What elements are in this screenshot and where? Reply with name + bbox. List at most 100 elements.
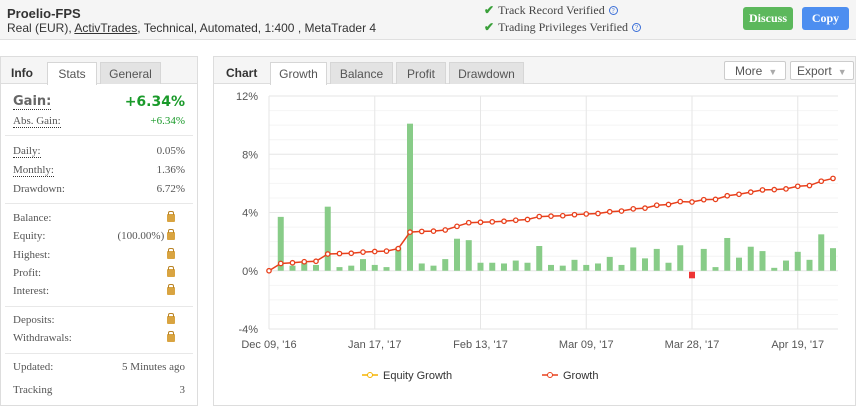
copy-button[interactable]: Copy [802,7,849,30]
info-label: Info [11,66,33,80]
y-tick-label: 0% [242,266,258,278]
daily-bar [489,262,496,271]
y-tick-label: -4% [238,324,258,336]
growth-point [477,219,484,226]
tracking-value: 3 [179,384,186,396]
check-icon: ✔ [484,20,495,34]
tab-general[interactable]: General [100,62,161,84]
lock-icon[interactable] [167,248,175,259]
withdrawals-row: Withdrawals: [13,331,185,348]
tab-growth[interactable]: Growth [270,62,327,85]
lock-icon[interactable] [167,331,175,342]
tracking-row: Tracking 3 [13,384,185,400]
daily-bar [277,216,284,271]
daily-bar [512,260,519,271]
tab-balance[interactable]: Balance [330,62,393,84]
broker-link[interactable]: ActivTrades [74,21,138,35]
gain-value: +6.34% [124,94,185,110]
daily-bar [642,258,648,271]
growth-point [771,186,778,193]
abs-gain-row: Abs. Gain: +6.34% [13,115,185,131]
lock-icon[interactable] [167,211,175,222]
daily-bar [818,234,825,271]
daily-bar [465,240,472,271]
drawdown-value: 6.72% [156,183,185,195]
legend-equity-label: Equity Growth [383,370,452,382]
tab-stats[interactable]: Stats [47,62,97,85]
growth-point [266,267,272,274]
x-tick-label: Apr 19, '17 [771,339,824,351]
check-icon: ✔ [484,3,495,17]
help-icon[interactable]: ? [632,23,642,32]
legend-growth-marker [547,372,553,378]
growth-point [606,208,613,215]
tracking-label: Tracking [13,384,53,396]
lock-icon[interactable] [167,284,175,295]
growth-point [501,218,507,225]
divider [5,353,193,354]
equity-label: Equity: [13,230,46,242]
daily-bar [724,237,731,271]
daily-row: Daily: 0.05% [13,145,185,161]
growth-point [313,258,319,265]
lock-icon[interactable] [167,229,175,240]
y-tick-label: 12% [236,91,258,103]
account-type: Real (EUR), [7,21,75,35]
monthly-label[interactable]: Monthly: [13,164,54,177]
drawdown-label: Drawdown: [13,183,65,195]
growth-point [583,211,590,217]
daily-bar [289,265,296,271]
daily-bar [418,263,425,271]
export-label: Export [797,64,832,78]
more-label: More [735,64,763,78]
growth-point [442,227,449,233]
growth-point [700,196,707,203]
legend-equity-marker [367,372,373,378]
discuss-button[interactable]: Discuss [743,7,793,30]
daily-bar [700,248,707,271]
help-icon[interactable]: ? [608,6,618,15]
daily-bar [830,248,836,271]
growth-point [395,245,402,252]
gain-row: Gain: +6.34% [13,94,185,112]
info-panel: Info Stats General Gain: +6.34% Abs. Gain… [0,56,198,406]
growth-point [301,258,308,265]
updated-label: Updated: [13,361,54,373]
x-tick-label: Jan 17, '17 [348,339,401,351]
daily-label[interactable]: Daily: [13,145,41,158]
daily-bar [336,267,343,271]
export-dropdown[interactable]: Export ▼ [790,61,854,80]
growth-point [759,187,766,193]
daily-value: 0.05% [156,145,185,157]
abs-gain-label[interactable]: Abs. Gain: [13,115,61,128]
growth-point [689,199,695,205]
divider [5,135,193,136]
tab-profit[interactable]: Profit [396,62,446,84]
withdrawals-value [167,331,175,344]
lock-icon[interactable] [167,266,175,277]
daily-bar [395,247,402,271]
daily-bar [783,260,789,271]
divider [5,306,193,307]
system-subtitle: Real (EUR), ActivTrades, Technical, Auto… [7,21,376,35]
growth-point [794,183,801,190]
updated-value: 5 Minutes ago [122,361,185,373]
growth-point [747,189,754,195]
tab-drawdown[interactable]: Drawdown [449,62,524,84]
y-tick-label: 8% [242,149,258,161]
daily-bar [383,267,390,271]
growth-point [289,259,296,266]
daily-bar [606,256,613,271]
growth-point [465,219,472,226]
growth-point [383,248,390,254]
gain-label[interactable]: Gain: [13,94,52,110]
drawdown-row: Drawdown: 6.72% [13,183,185,199]
growth-point [653,202,660,209]
chevron-down-icon: ▼ [768,67,778,77]
chart-tabs: Chart Growth Balance Profit Drawdown Mor… [214,57,855,85]
more-dropdown[interactable]: More ▼ [724,61,786,80]
lock-icon[interactable] [167,313,175,324]
daily-bar [665,262,672,271]
growth-point [277,260,284,267]
profit-row: Profit: [13,266,185,283]
